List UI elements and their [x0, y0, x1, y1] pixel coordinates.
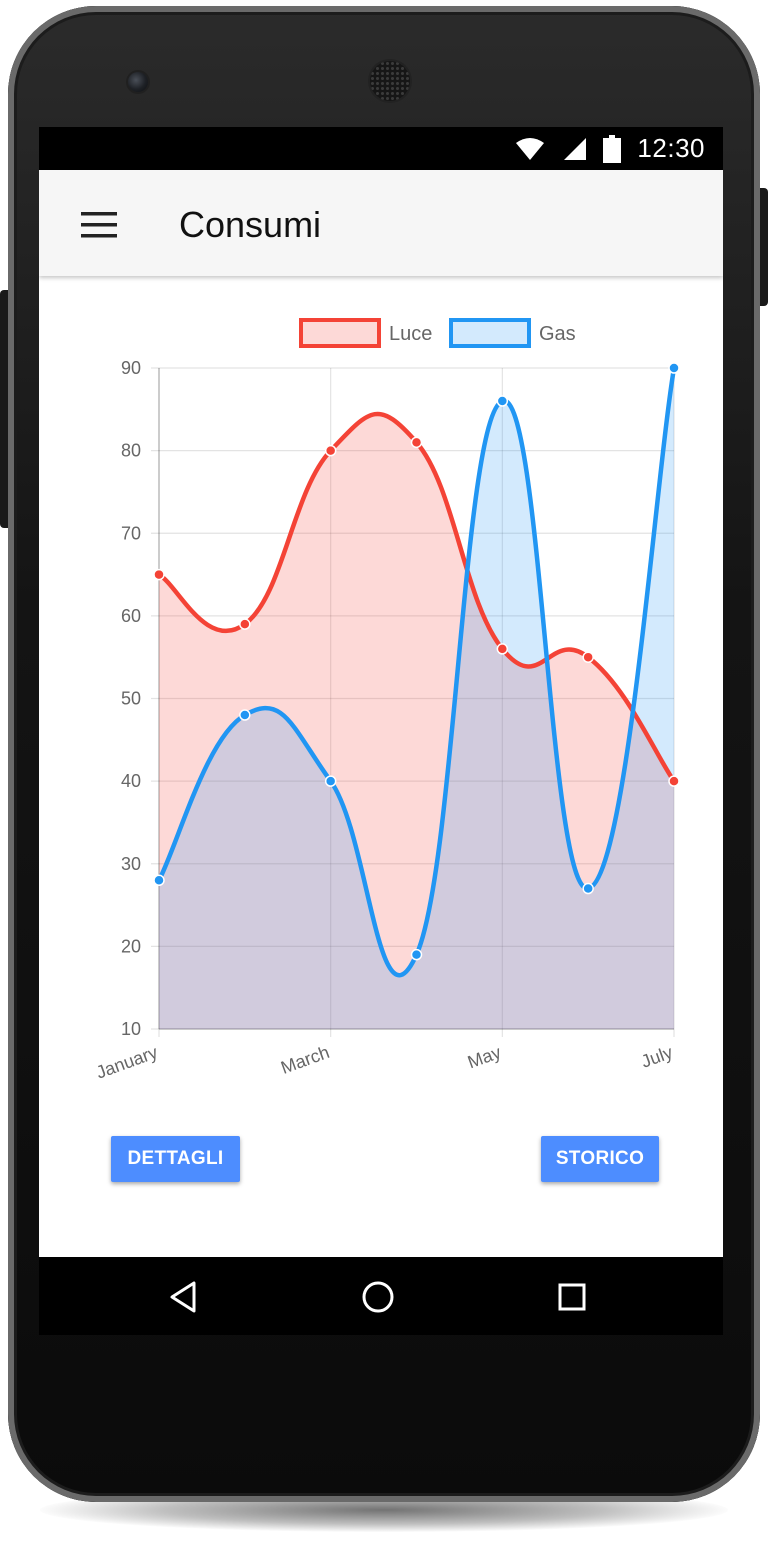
legend-label-gas: Gas	[539, 323, 576, 345]
y-tick-label: 90	[121, 358, 141, 378]
series-line-gas	[156, 365, 677, 978]
front-camera	[128, 72, 148, 92]
page-title: Consumi	[179, 204, 322, 245]
back-button[interactable]	[164, 1277, 204, 1317]
y-tick-label: 30	[121, 854, 141, 874]
home-button[interactable]	[358, 1277, 398, 1317]
screen: 12:30 Consumi 10 20 30 40 50 60 70 80 90 January M…	[39, 127, 723, 1335]
legend-label-luce: Luce	[389, 323, 432, 345]
legend-swatch-gas	[449, 318, 531, 348]
back-icon	[170, 1281, 196, 1313]
x-tick-label: May	[465, 1042, 504, 1072]
data-point-luce-april	[410, 436, 423, 449]
data-point-gas-april	[410, 948, 423, 961]
y-tick-label: 20	[121, 936, 141, 956]
legend-swatch-luce	[299, 318, 381, 348]
consumption-chart: 10 20 30 40 50 60 70 80 90 January March May July Luc…	[39, 276, 723, 1106]
volume-button	[0, 290, 10, 528]
power-button	[758, 188, 768, 306]
y-tick-label: 70	[121, 523, 141, 543]
data-point-luce-january	[153, 568, 165, 581]
wifi-icon	[516, 137, 545, 160]
x-tick-label: March	[278, 1042, 332, 1078]
y-tick-label: 50	[121, 689, 141, 709]
line-chart: 10 20 30 40 50 60 70 80 90 January March May July Luc…	[93, 318, 680, 1083]
status-bar: 12:30	[39, 127, 723, 170]
series-area-gas	[159, 368, 674, 1029]
series-area-luce	[159, 413, 674, 1029]
menu-button[interactable]	[77, 204, 121, 244]
data-point-luce-february	[239, 618, 251, 630]
status-time: 12:30	[637, 133, 705, 163]
storico-button[interactable]: STORICO	[541, 1136, 659, 1182]
dettagli-button[interactable]: DETTAGLI	[111, 1136, 240, 1182]
x-tick-label: January	[93, 1042, 160, 1083]
data-point-luce-june	[582, 651, 594, 663]
data-point-gas-february	[239, 709, 251, 721]
app-bar: Consumi	[39, 170, 723, 276]
cellular-signal-icon	[564, 137, 587, 160]
y-tick-label: 40	[121, 771, 141, 791]
x-tick-label: July	[638, 1042, 675, 1072]
y-tick-label: 60	[121, 606, 141, 626]
data-point-gas-march	[324, 775, 337, 787]
recents-button[interactable]	[552, 1277, 592, 1317]
data-point-luce-may	[496, 643, 509, 655]
y-tick-label: 80	[121, 441, 141, 461]
data-point-gas-january	[153, 874, 165, 887]
home-icon	[362, 1281, 394, 1313]
battery-icon	[603, 134, 622, 163]
recents-icon	[558, 1283, 586, 1311]
earpiece-speaker	[370, 61, 410, 101]
data-point-gas-may	[496, 395, 509, 407]
navigation-bar	[39, 1257, 723, 1335]
data-point-luce-march	[324, 444, 337, 457]
hamburger-menu-icon	[81, 212, 117, 238]
y-tick-label: 10	[121, 1019, 141, 1039]
data-point-gas-june	[582, 882, 594, 895]
status-icons: 12:30	[515, 127, 705, 170]
data-point-luce-july	[668, 775, 680, 787]
data-point-gas-july	[668, 362, 680, 374]
